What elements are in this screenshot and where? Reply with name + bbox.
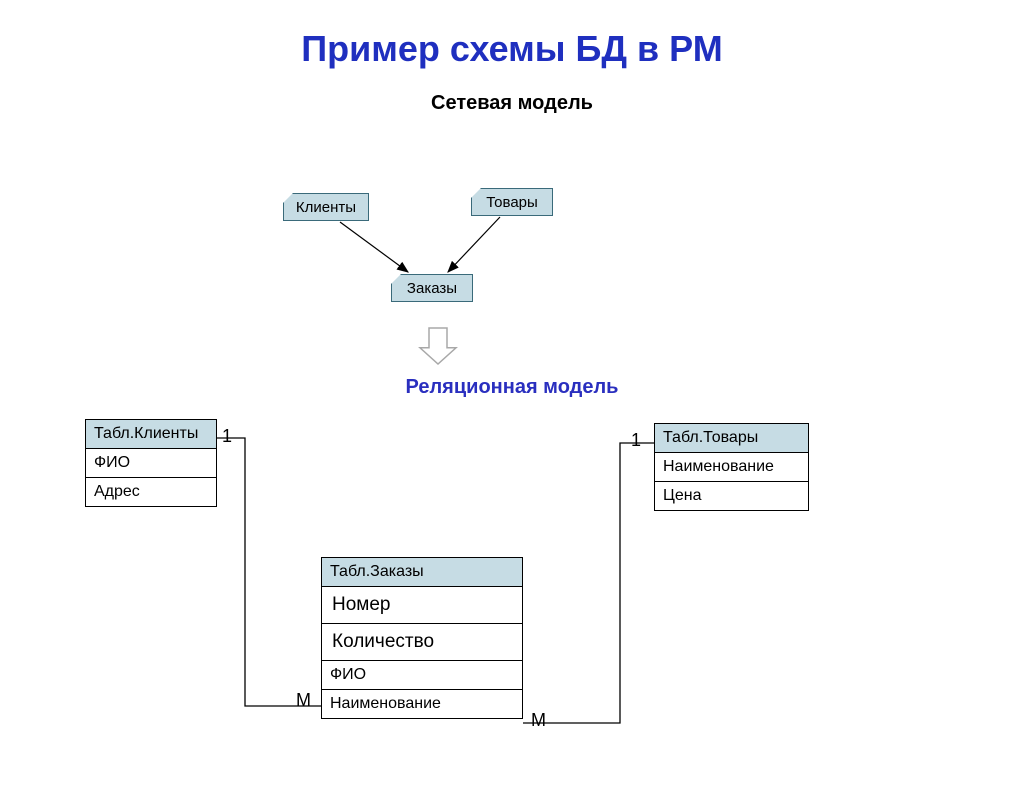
db-table-tbl_orders: Табл.ЗаказыНомерКоличествоФИОНаименовани… — [321, 557, 523, 719]
relation-line — [523, 443, 654, 723]
cardinality-label: 1 — [222, 426, 232, 447]
db-table-row: Цена — [655, 482, 808, 510]
db-table-header: Табл.Заказы — [322, 558, 522, 587]
cardinality-label: 1 — [631, 430, 641, 451]
db-table-tbl_clients: Табл.КлиентыФИОАдрес — [85, 419, 217, 507]
db-table-header: Табл.Клиенты — [86, 420, 216, 449]
cardinality-label: М — [531, 710, 546, 731]
relation-line — [217, 438, 321, 706]
network-node-clients: Клиенты — [283, 193, 369, 221]
section-network-title: Сетевая модель — [0, 92, 1024, 115]
network-edge — [340, 222, 408, 272]
network-edge — [448, 217, 500, 272]
network-node-label: Заказы — [407, 280, 457, 297]
db-table-tbl_goods: Табл.ТоварыНаименованиеЦена — [654, 423, 809, 511]
section-relational-title: Реляционная модель — [0, 376, 1024, 399]
cardinality-label: М — [296, 690, 311, 711]
db-table-row: Адрес — [86, 478, 216, 506]
network-node-goods: Товары — [471, 188, 553, 216]
page-title: Пример схемы БД в РМ — [0, 28, 1024, 70]
down-arrow-icon — [420, 328, 456, 364]
network-node-label: Товары — [486, 194, 538, 211]
db-table-header: Табл.Товары — [655, 424, 808, 453]
network-node-label: Клиенты — [296, 199, 356, 216]
db-table-row: Наименование — [655, 453, 808, 482]
db-table-row: Количество — [322, 624, 522, 661]
db-table-row: Номер — [322, 587, 522, 624]
network-node-orders: Заказы — [391, 274, 473, 302]
db-table-row: Наименование — [322, 690, 522, 718]
db-table-row: ФИО — [86, 449, 216, 478]
db-table-row: ФИО — [322, 661, 522, 690]
